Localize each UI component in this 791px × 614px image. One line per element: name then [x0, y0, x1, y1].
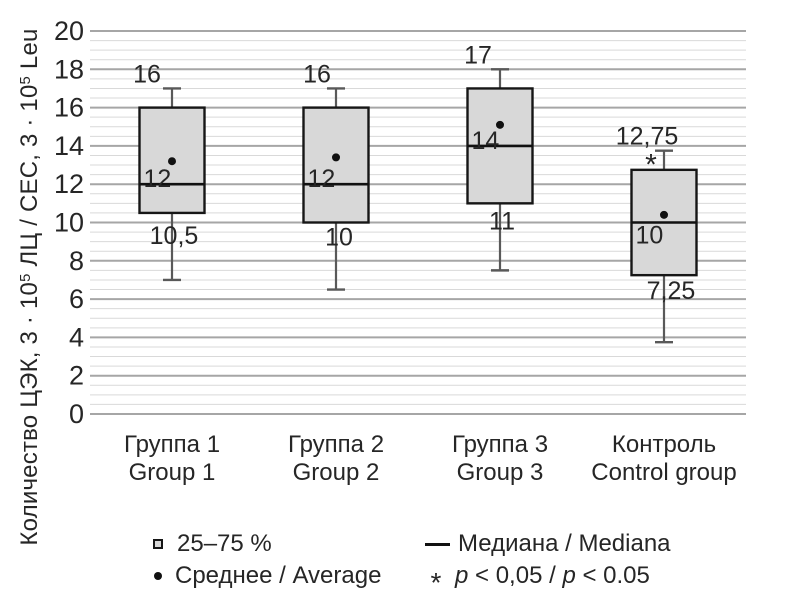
significance-asterisk: *	[645, 149, 657, 182]
x-label-ru: Контроль	[612, 431, 716, 458]
x-label-en: Group 1	[129, 459, 216, 486]
y-tick-label: 6	[69, 284, 84, 314]
y-tick-label: 20	[54, 16, 84, 46]
median-label: 12	[308, 165, 336, 193]
x-label-en: Group 2	[293, 459, 380, 486]
legend-item-mean: Среднее / Average	[150, 562, 381, 590]
y-tick-label: 8	[69, 246, 84, 276]
mean-dot	[168, 157, 176, 166]
y-axis-title-text: Количество ЦЭК, 3 · 10	[16, 281, 43, 546]
y-tick-label: 4	[69, 322, 84, 352]
x-label-en: Group 3	[457, 459, 544, 486]
pvalue-p: p	[455, 562, 469, 589]
x-label-ru: Группа 2	[288, 431, 384, 458]
legend-pvalue-label: p < 0,05 / p < 0.05	[455, 562, 650, 590]
legend-median-label: Медиана / Mediana	[458, 530, 671, 557]
y-tick-label: 0	[69, 399, 84, 429]
q1-label: 7,25	[647, 277, 696, 305]
mean-dot	[660, 210, 668, 219]
mean-dot-icon	[154, 572, 162, 580]
pvalue-p: p	[562, 562, 576, 589]
asterisk-icon: *	[430, 567, 442, 598]
x-label-ru: Группа 3	[452, 431, 548, 458]
pvalue-end: < 0.05	[575, 562, 650, 589]
y-tick-label: 16	[54, 93, 84, 123]
y-axis-title-sup: 5	[18, 273, 35, 282]
legend-item-pvalue: * p < 0,05 / p < 0.05	[425, 562, 650, 598]
y-axis-title-text: ЛЦ / СЕС, 3 · 10	[16, 84, 43, 274]
iqr-box-icon	[153, 539, 163, 549]
y-axis-title-text: Leu	[16, 28, 43, 76]
y-tick-label: 12	[54, 169, 84, 199]
q3-label: 16	[303, 60, 331, 88]
legend-mean-label: Среднее / Average	[175, 562, 382, 589]
legend-item-median: Медиана / Mediana	[425, 530, 671, 558]
y-tick-label: 10	[54, 208, 84, 238]
mean-dot	[332, 153, 340, 162]
iqr-box-2	[302, 106, 370, 224]
x-label-en: Control group	[591, 459, 736, 486]
x-label-ru: Группа 1	[124, 431, 220, 458]
y-tick-label: 14	[54, 131, 84, 161]
mean-dot	[496, 120, 504, 129]
median-label: 10	[636, 222, 664, 250]
q1-label: 10	[325, 224, 353, 252]
y-axis-title-sup: 5	[18, 75, 35, 85]
q3-label: 16	[133, 60, 161, 88]
median-dash-icon	[425, 542, 450, 546]
q3-label: 17	[464, 41, 492, 69]
q1-label: 10,5	[150, 222, 199, 250]
legend-item-iqr: 25–75 %	[150, 530, 272, 558]
median-label: 12	[144, 165, 172, 193]
median-label: 14	[472, 127, 500, 155]
q3-label: 12,75	[616, 123, 679, 151]
pvalue-mid: < 0,05 /	[468, 562, 563, 589]
q1-label: 11	[489, 207, 515, 235]
y-axis-title: Количество ЦЭК, 3 · 105 ЛЦ / СЕС, 3 · 10…	[16, 27, 46, 547]
y-tick-label: 2	[69, 361, 84, 391]
legend-iqr-label: 25–75 %	[177, 530, 272, 557]
y-tick-label: 18	[54, 54, 84, 84]
